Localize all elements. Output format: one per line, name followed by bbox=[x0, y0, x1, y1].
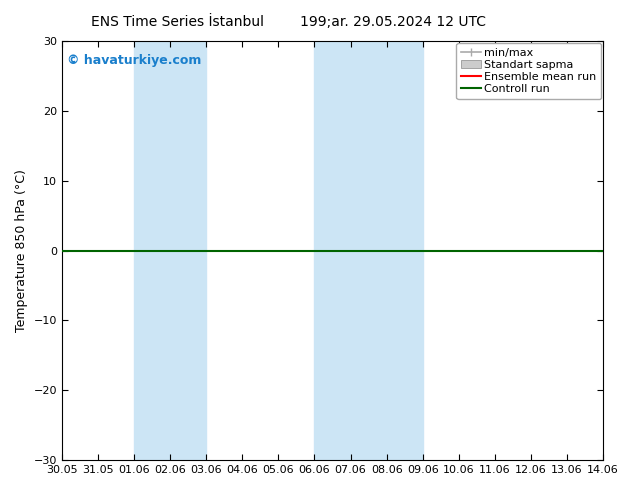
Y-axis label: Temperature 850 hPa (°C): Temperature 850 hPa (°C) bbox=[15, 169, 28, 332]
Text: 199;ar. 29.05.2024 12 UTC: 199;ar. 29.05.2024 12 UTC bbox=[300, 15, 486, 29]
Bar bbox=[134, 41, 206, 460]
Bar bbox=[314, 41, 423, 460]
Legend: min/max, Standart sapma, Ensemble mean run, Controll run: min/max, Standart sapma, Ensemble mean r… bbox=[456, 43, 601, 99]
Text: ENS Time Series İstanbul: ENS Time Series İstanbul bbox=[91, 15, 264, 29]
Text: © havaturkiye.com: © havaturkiye.com bbox=[67, 53, 202, 67]
